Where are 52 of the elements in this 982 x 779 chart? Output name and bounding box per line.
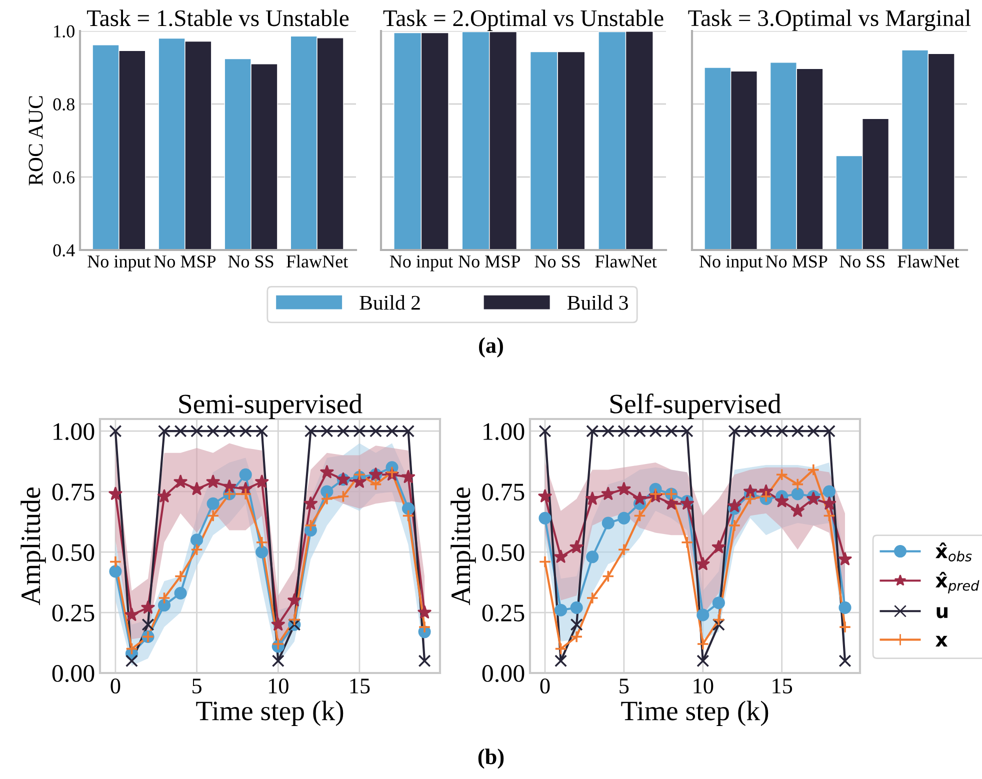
legend-label: u xyxy=(936,607,948,618)
x-tick-label: 10 xyxy=(694,678,714,694)
chart-title: Self-supervised xyxy=(610,394,782,419)
y-axis-title: Amplitude xyxy=(20,488,46,606)
x-tick-label: FlawNet xyxy=(898,254,960,268)
text: (a) xyxy=(479,337,503,358)
x-tick-label: 0 xyxy=(540,678,550,694)
x-tick-label: 15 xyxy=(350,678,370,694)
x-tick-label: No MSP xyxy=(154,255,216,268)
y-tick-label: 0.4 xyxy=(53,244,75,257)
chart-title: Task = 2.Optimal vs Unstable xyxy=(383,10,664,31)
legend-label: x̂$_{pred}$ xyxy=(936,572,980,594)
legend-label: Build 3 xyxy=(567,295,628,310)
x-tick-label: FlawNet xyxy=(286,254,348,268)
y-tick-label: 1.00 xyxy=(484,423,524,440)
legend-label: Build 2 xyxy=(360,295,420,310)
x-tick-label: No MSP xyxy=(766,255,828,268)
x-tick-label: No MSP xyxy=(458,255,520,268)
chart-title: Semi-supervised xyxy=(179,394,362,419)
legend-label: x xyxy=(936,636,948,646)
x-tick-label: 0 xyxy=(110,678,120,694)
y-tick-label: 0.75 xyxy=(482,484,524,501)
x-tick-label: No SS xyxy=(228,255,274,268)
x-axis-title: Time step (k) xyxy=(196,700,344,726)
x-tick-label: 5 xyxy=(620,678,629,694)
y-tick-label: 0.75 xyxy=(52,484,94,501)
y-tick-label: 0.6 xyxy=(53,171,75,184)
x-tick-label: No input xyxy=(88,255,151,272)
x-tick-label: No input xyxy=(390,255,453,272)
x-tick-label: FlawNet xyxy=(595,254,657,268)
y-tick-label: 0.00 xyxy=(52,665,94,682)
x-tick-label: No input xyxy=(699,255,763,272)
y-axis-title: Amplitude xyxy=(450,488,476,606)
chart-title: Task = 3.Optimal vs Marginal xyxy=(688,10,971,31)
y-tick-label: 0.25 xyxy=(52,604,94,622)
x-tick-label: 5 xyxy=(192,678,202,694)
chart-title: Task = 1.Stable vs Unstable xyxy=(87,10,349,26)
y-tick-label: 0.50 xyxy=(52,544,94,562)
x-tick-label: 15 xyxy=(772,678,792,694)
text: (b) xyxy=(478,748,504,769)
y-tick-label: 1.0 xyxy=(54,25,74,38)
y-tick-label: 0.8 xyxy=(53,98,74,111)
y-tick-label: 1.00 xyxy=(54,423,94,440)
legend-label: x̂$_{obs}$ xyxy=(936,542,972,562)
y-tick-label: 0.00 xyxy=(482,665,524,682)
y-tick-label: 0.25 xyxy=(482,604,524,622)
y-tick-label: 0.50 xyxy=(482,544,524,562)
x-axis-title: Time step (k) xyxy=(621,700,768,726)
y-axis-title: ROC AUC xyxy=(28,96,43,186)
x-tick-label: No SS xyxy=(840,255,885,268)
x-tick-label: No SS xyxy=(534,255,580,268)
x-tick-label: 10 xyxy=(268,678,288,694)
